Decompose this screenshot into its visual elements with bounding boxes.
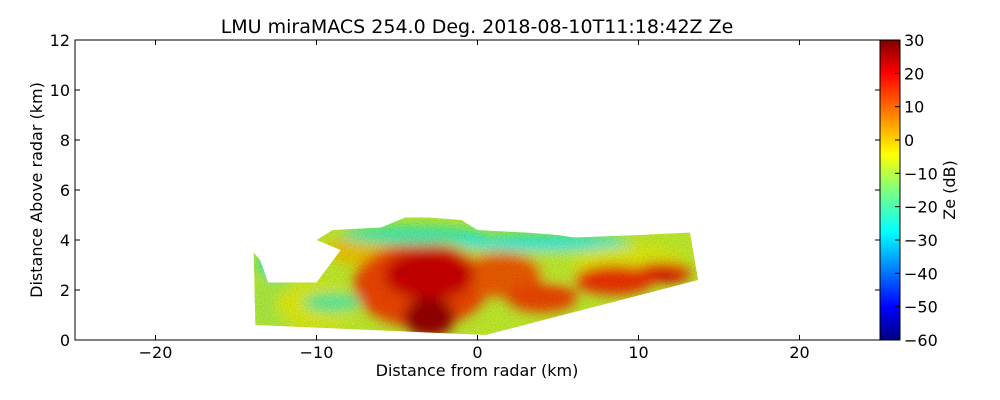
y-tick-label: 12 [50, 31, 70, 50]
plot-area: −20 −10 0 10 20 0 2 4 6 8 10 12 [50, 31, 881, 362]
colorbar-tick-label: 0 [904, 131, 914, 150]
colorbar-label: Ze (dB) [940, 160, 959, 220]
colorbar-tick-label: −20 [904, 198, 938, 217]
y-axis-label: Distance Above radar (km) [27, 82, 46, 298]
colorbar-tick-label: 30 [904, 31, 924, 50]
chart-title: LMU miraMACS 254.0 Deg. 2018-08-10T11:18… [221, 16, 734, 38]
y-tick-label: 8 [60, 131, 70, 150]
y-tick-label: 6 [60, 181, 70, 200]
colorbar-tick-label: 10 [904, 98, 924, 117]
reflectivity-echo [253, 217, 699, 335]
colorbar-tick-label: −60 [904, 331, 938, 350]
x-tick-label: 20 [789, 343, 809, 362]
colorbar-scale [879, 39, 901, 341]
colorbar-tick-label: −10 [904, 164, 938, 183]
colorbar-tick-label: 20 [904, 64, 924, 83]
colorbar-tick-label: −40 [904, 264, 938, 283]
y-tick-label: 0 [60, 331, 70, 350]
x-tick-label: 10 [628, 343, 648, 362]
y-tick-label: 4 [60, 231, 70, 250]
colorbar: 30 20 10 0 −10 −20 −30 −40 −50 −60 Ze (dB) [879, 31, 959, 350]
x-axis-ticks: −20 −10 0 10 20 [139, 40, 810, 362]
colorbar-tick-label: −30 [904, 231, 938, 250]
x-axis-label: Distance from radar (km) [376, 361, 579, 380]
y-tick-label: 10 [50, 81, 70, 100]
colorbar-tick-label: −50 [904, 298, 938, 317]
y-tick-label: 2 [60, 281, 70, 300]
colorbar-ticks: 30 20 10 0 −10 −20 −30 −40 −50 −60 [895, 31, 938, 350]
x-tick-label: 0 [472, 343, 482, 362]
x-tick-label: −10 [300, 343, 334, 362]
y-axis-ticks: 0 2 4 6 8 10 12 [50, 31, 880, 350]
x-tick-label: −20 [139, 343, 173, 362]
